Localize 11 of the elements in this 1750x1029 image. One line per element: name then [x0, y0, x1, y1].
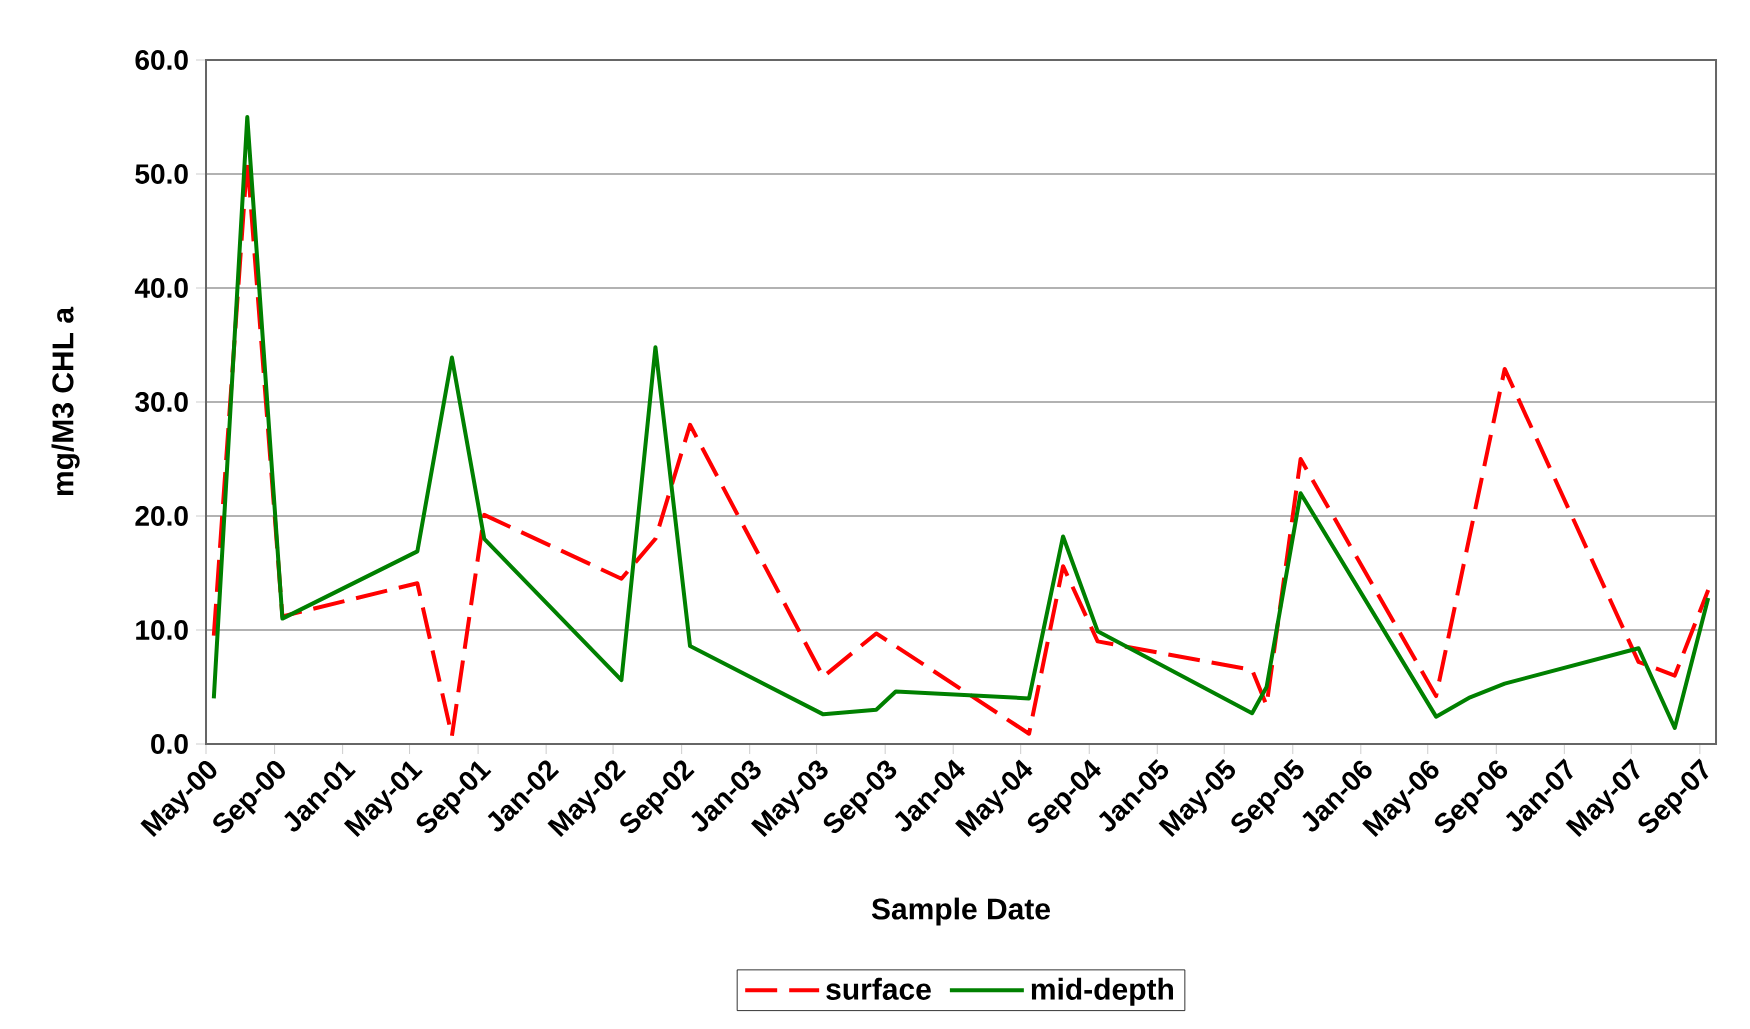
y-tick-label: 0.0 — [151, 734, 188, 754]
y-axis-title: mg/M3 CHL a — [51, 306, 80, 496]
y-tick-label: 20.0 — [135, 506, 188, 526]
y-tick-label: 50.0 — [135, 164, 188, 184]
y-tick-label: 30.0 — [135, 392, 188, 412]
y-tick-label: 10.0 — [136, 620, 188, 640]
legend-label: mid-depth — [1031, 977, 1173, 1006]
y-tick-label: 60.0 — [135, 50, 188, 70]
legend-label: surface — [826, 977, 931, 1000]
y-tick-label: 40.0 — [134, 278, 188, 298]
x-axis-title: Sample Date — [871, 897, 1050, 926]
